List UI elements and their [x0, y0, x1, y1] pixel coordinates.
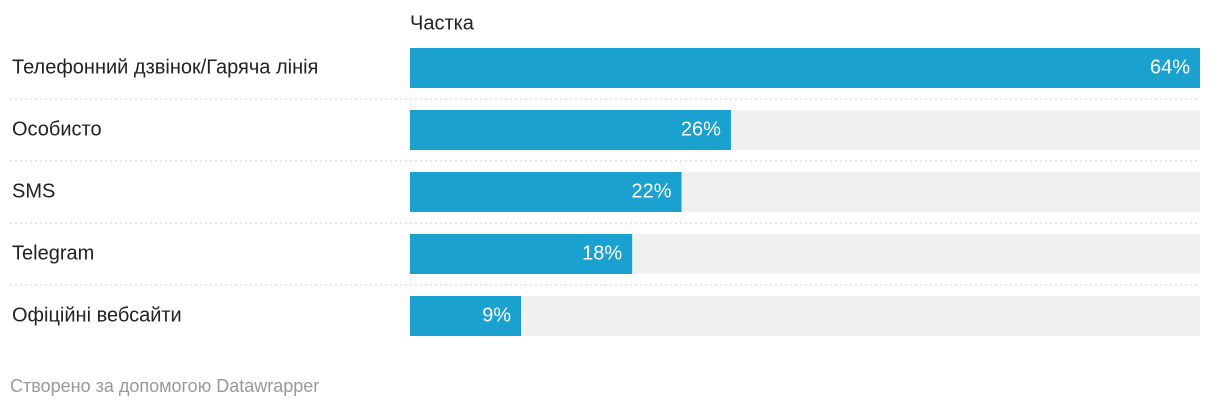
value-label: 26% [681, 118, 721, 140]
value-label: 18% [582, 242, 622, 264]
value-label: 64% [1150, 56, 1190, 78]
bar [410, 234, 633, 274]
bar [410, 48, 1200, 88]
category-label: SMS [12, 180, 55, 202]
column-header: Частка [410, 12, 475, 34]
category-label: Особисто [12, 118, 102, 140]
value-label: 9% [482, 304, 511, 326]
category-label: Офіційні вебсайти [12, 304, 182, 326]
bar [410, 110, 731, 150]
value-label: 22% [632, 180, 672, 202]
bar [410, 296, 522, 336]
credit: Створено за допомогою Datawrapper [10, 376, 319, 396]
category-label: Телефонний дзвінок/Гаряча лінія [12, 56, 318, 78]
category-label: Telegram [12, 242, 94, 264]
bar [410, 172, 682, 212]
bar-track [410, 296, 1200, 336]
